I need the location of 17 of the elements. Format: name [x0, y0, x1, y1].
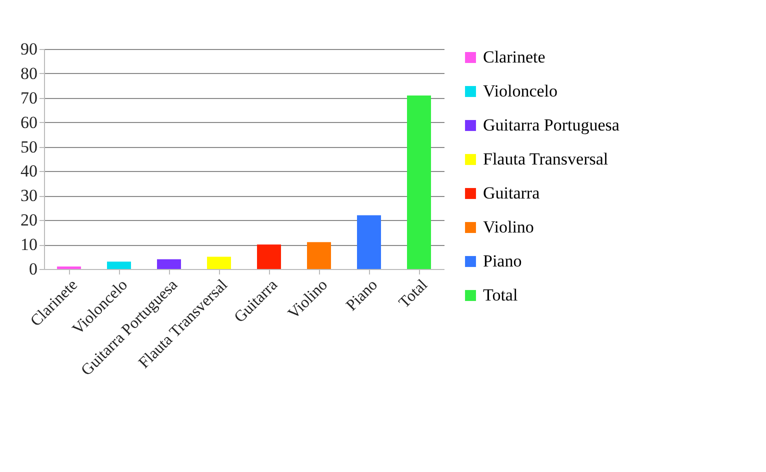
legend-label: Flauta Transversal	[483, 150, 608, 168]
y-tick-label: 90	[20, 40, 38, 58]
y-tick-label: 10	[20, 235, 38, 254]
y-tick-label: 40	[20, 162, 38, 181]
legend-label: Piano	[483, 252, 522, 270]
y-tick-label: 50	[20, 137, 38, 156]
y-tick-label: 20	[20, 210, 38, 230]
legend-label: Violoncelo	[483, 82, 558, 100]
y-tick-label: 0	[29, 260, 38, 278]
legend-label: Violino	[483, 218, 534, 236]
y-tick-label: 30	[20, 186, 38, 206]
legend-label: Guitarra	[483, 184, 540, 202]
legend-label: Guitarra Portuguesa	[483, 116, 620, 134]
y-tick-label: 60	[20, 112, 38, 132]
y-tick-label: 80	[20, 64, 38, 83]
legend-label: Clarinete	[483, 48, 546, 66]
y-tick-label: 70	[20, 88, 38, 108]
